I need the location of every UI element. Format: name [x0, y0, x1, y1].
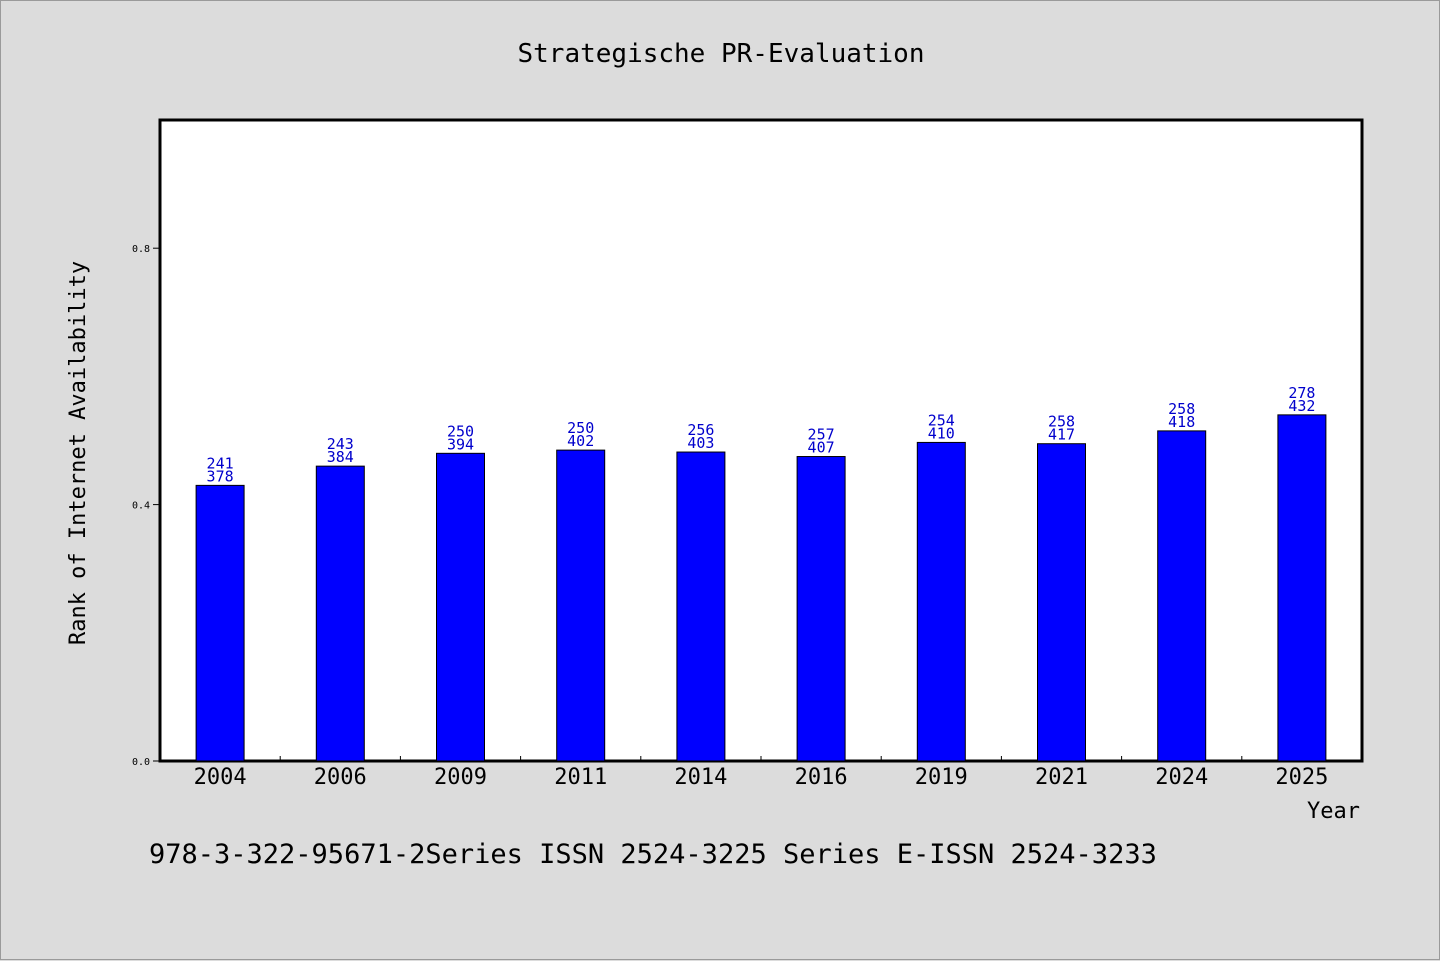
x-tick-label-2011: 2011 — [554, 765, 607, 790]
y-tick-label: 0.0 — [132, 757, 150, 768]
data-label-top-2009: 250 — [447, 422, 474, 440]
data-label-bottom-2021: 417 — [1048, 426, 1075, 444]
data-label-top-2011: 250 — [567, 419, 594, 437]
bar-2009 — [436, 452, 485, 762]
y-ticks-group: 0.0 0.4 0.8 — [132, 244, 160, 768]
footer-text: 978-3-322-95671-2Series ISSN 2524-3225 S… — [149, 839, 1157, 870]
bars-group — [195, 414, 1327, 762]
data-label-bottom-2019: 410 — [928, 424, 955, 442]
data-label-bottom-2011: 402 — [567, 432, 594, 450]
bar-2004 — [195, 484, 245, 762]
x-tick-label-2006: 2006 — [314, 765, 367, 790]
data-label-bottom-2009: 394 — [447, 435, 474, 453]
y-axis-label: Rank of Internet Availability — [66, 261, 91, 645]
data-label-bottom-2014: 403 — [687, 434, 714, 452]
data-label-top-2016: 257 — [808, 426, 835, 444]
data-label-top-2019: 254 — [928, 411, 955, 429]
bar-2019 — [916, 441, 966, 762]
data-label-top-2021: 258 — [1048, 413, 1075, 431]
data-label-top-2006: 243 — [327, 435, 354, 453]
chart-title: Strategische PR-Evaluation — [518, 39, 925, 69]
bar-2006 — [315, 465, 365, 762]
data-label-top-2004: 241 — [207, 454, 234, 472]
x-tick-label-2025: 2025 — [1275, 765, 1328, 790]
bar-2024 — [1157, 430, 1207, 762]
data-label-bottom-2024: 418 — [1168, 413, 1195, 431]
bar-2021 — [1037, 443, 1086, 762]
x-tick-label-2009: 2009 — [434, 765, 487, 790]
x-tick-label-2004: 2004 — [194, 765, 247, 790]
data-label-top-2024: 258 — [1168, 400, 1195, 418]
bar-2011 — [556, 449, 606, 762]
x-tick-label-2019: 2019 — [915, 765, 968, 790]
bar-2014 — [676, 451, 726, 762]
data-label-bottom-2025: 432 — [1288, 397, 1315, 415]
data-label-bottom-2016: 407 — [808, 439, 835, 457]
x-axis-label: Year — [1307, 799, 1360, 824]
data-label-bottom-2006: 384 — [327, 448, 354, 466]
y-tick-label: 0.4 — [132, 501, 150, 512]
x-tick-label-2014: 2014 — [674, 765, 727, 790]
data-label-bottom-2004: 378 — [207, 467, 234, 485]
x-tick-label-2021: 2021 — [1035, 765, 1088, 790]
x-tick-label-2024: 2024 — [1155, 765, 1208, 790]
x-ticks-group: 2004 2006 2009 2011 2014 2016 2019 2021 2024 2025 — [194, 756, 1328, 790]
bar-2025 — [1277, 414, 1327, 762]
data-label-top-2014: 256 — [687, 421, 714, 439]
data-label-top-2025: 278 — [1288, 384, 1315, 402]
x-tick-label-2016: 2016 — [795, 765, 848, 790]
y-tick-label: 0.8 — [132, 244, 150, 255]
bar-2016 — [796, 456, 846, 762]
